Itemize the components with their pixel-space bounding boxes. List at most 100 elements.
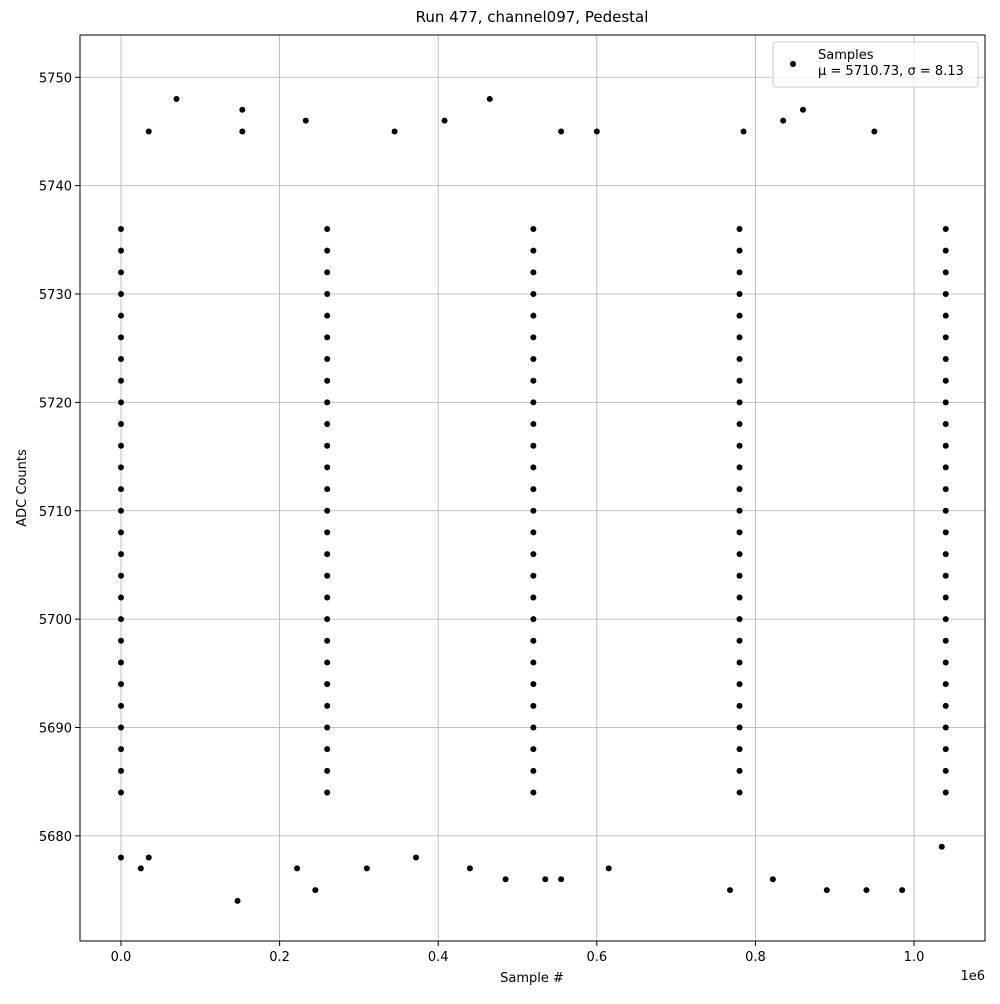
point	[324, 356, 331, 363]
point	[736, 269, 743, 276]
point	[324, 746, 331, 753]
point	[736, 486, 743, 493]
point	[942, 724, 949, 731]
point	[324, 529, 331, 536]
point	[736, 616, 743, 623]
point	[530, 377, 537, 384]
point	[117, 377, 124, 384]
point	[942, 356, 949, 363]
point	[117, 399, 124, 406]
point	[324, 442, 331, 449]
point	[530, 399, 537, 406]
point	[942, 616, 949, 623]
point	[302, 117, 309, 124]
point	[324, 551, 331, 558]
point	[942, 291, 949, 298]
y-tick-label: 5750	[39, 71, 72, 86]
point	[736, 551, 743, 558]
point	[530, 746, 537, 753]
point	[769, 876, 776, 883]
point	[942, 486, 949, 493]
point	[324, 789, 331, 796]
point	[530, 507, 537, 514]
y-axis-label: ADC Counts	[15, 449, 30, 527]
point	[736, 637, 743, 644]
y-tick-label: 5700	[39, 613, 72, 628]
point	[239, 128, 246, 135]
point	[117, 854, 124, 861]
point	[117, 724, 124, 731]
point	[391, 128, 398, 135]
point	[736, 724, 743, 731]
point	[942, 225, 949, 232]
point	[413, 854, 420, 861]
point	[324, 377, 331, 384]
point	[942, 312, 949, 319]
plot-frame	[79, 34, 986, 942]
point	[324, 291, 331, 298]
point	[942, 702, 949, 709]
point	[736, 767, 743, 774]
point	[466, 865, 473, 872]
point	[530, 225, 537, 232]
legend-label: μ = 5710.73, σ = 8.13	[818, 64, 964, 79]
point	[727, 887, 734, 894]
point	[942, 334, 949, 341]
point	[740, 128, 747, 135]
point	[530, 594, 537, 601]
point	[942, 637, 949, 644]
point	[117, 637, 124, 644]
point	[530, 486, 537, 493]
point	[736, 594, 743, 601]
point	[542, 876, 549, 883]
point	[324, 659, 331, 666]
point	[736, 399, 743, 406]
point	[736, 356, 743, 363]
point	[530, 529, 537, 536]
point	[736, 247, 743, 254]
point	[530, 637, 537, 644]
point	[117, 551, 124, 558]
point	[942, 421, 949, 428]
point	[117, 616, 124, 623]
point	[324, 637, 331, 644]
point	[899, 887, 906, 894]
point	[324, 702, 331, 709]
point	[117, 225, 124, 232]
point	[324, 247, 331, 254]
point	[117, 594, 124, 601]
y-tick-label: 5680	[39, 830, 72, 845]
point	[117, 421, 124, 428]
point	[942, 507, 949, 514]
point	[942, 746, 949, 753]
x-tick-label: 0.8	[745, 950, 766, 965]
y-tick-label: 5690	[39, 722, 72, 737]
point	[145, 128, 152, 135]
point	[324, 767, 331, 774]
point	[294, 865, 301, 872]
point	[736, 442, 743, 449]
point	[736, 312, 743, 319]
point	[530, 442, 537, 449]
point	[363, 865, 370, 872]
x-tick-label: 0.4	[428, 950, 449, 965]
point	[117, 659, 124, 666]
point	[558, 128, 565, 135]
point	[117, 356, 124, 363]
point	[117, 529, 124, 536]
point	[324, 269, 331, 276]
point	[938, 843, 945, 850]
point	[145, 854, 152, 861]
point	[530, 312, 537, 319]
point	[117, 681, 124, 688]
point	[871, 128, 878, 135]
point	[942, 442, 949, 449]
point	[530, 681, 537, 688]
legend-label: Samples	[818, 48, 874, 63]
point	[823, 887, 830, 894]
y-tick-label: 5740	[39, 180, 72, 195]
point	[117, 291, 124, 298]
point	[942, 572, 949, 579]
